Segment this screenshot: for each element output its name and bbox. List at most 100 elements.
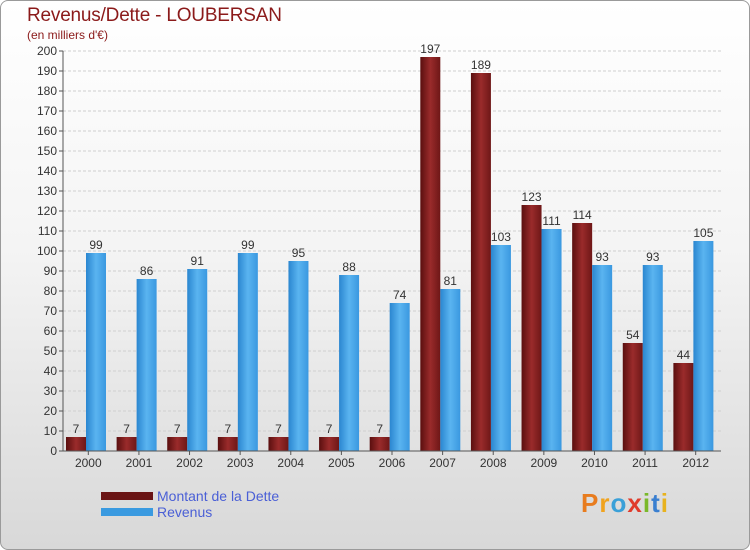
y-tick-label: 70 <box>44 304 58 318</box>
data-label-debt-2011: 54 <box>626 328 640 342</box>
data-label-revenus-2008: 103 <box>491 230 511 244</box>
data-label-debt-2000: 7 <box>73 422 80 436</box>
bar-debt-2010 <box>572 223 593 451</box>
data-label-revenus-2004: 95 <box>292 246 306 260</box>
x-tick-label: 2002 <box>176 456 203 470</box>
y-tick-label: 120 <box>37 204 57 218</box>
y-tick-label: 100 <box>37 244 57 258</box>
data-label-revenus-2007: 81 <box>444 274 458 288</box>
bar-revenus-2002 <box>187 269 208 451</box>
bar-debt-2002 <box>167 437 188 451</box>
bar-revenus-2012 <box>693 241 714 451</box>
logo-letter: o <box>610 488 628 518</box>
bar-revenus-2011 <box>642 265 663 451</box>
data-label-debt-2003: 7 <box>225 422 232 436</box>
y-tick-label: 140 <box>37 164 57 178</box>
bar-debt-2003 <box>217 437 238 451</box>
data-label-debt-2005: 7 <box>326 422 333 436</box>
y-tick-label: 150 <box>37 144 57 158</box>
x-tick-label: 2006 <box>379 456 406 470</box>
data-label-debt-2012: 44 <box>677 348 691 362</box>
bar-debt-2005 <box>319 437 340 451</box>
data-label-revenus-2001: 86 <box>140 264 154 278</box>
y-tick-label: 40 <box>44 364 58 378</box>
y-tick-label: 10 <box>44 424 58 438</box>
bar-revenus-2009 <box>541 229 562 451</box>
bar-revenus-2000 <box>86 253 106 451</box>
y-tick-label: 190 <box>37 64 57 78</box>
bar-revenus-2001 <box>136 279 157 451</box>
bar-revenus-2010 <box>592 265 613 451</box>
logo-letter: i <box>642 488 652 518</box>
bar-revenus-2006 <box>389 303 410 451</box>
data-label-debt-2004: 7 <box>275 422 282 436</box>
y-tick-label: 130 <box>37 184 57 198</box>
y-tick-label: 110 <box>38 224 57 238</box>
bar-debt-2009 <box>521 205 542 451</box>
data-label-debt-2001: 7 <box>123 422 130 436</box>
data-label-revenus-2010: 93 <box>595 250 609 264</box>
data-label-revenus-2009: 111 <box>542 214 561 228</box>
bar-debt-2011 <box>622 343 643 451</box>
y-tick-label: 30 <box>44 384 58 398</box>
y-tick-label: 180 <box>37 84 57 98</box>
x-tick-label: 2009 <box>530 456 557 470</box>
y-tick-label: 20 <box>44 404 58 418</box>
y-tick-label: 200 <box>37 44 57 58</box>
y-tick-label: 170 <box>37 104 57 118</box>
bar-debt-2000 <box>66 437 86 451</box>
data-label-revenus-2000: 99 <box>89 238 103 252</box>
bar-debt-2007 <box>420 57 441 451</box>
y-tick-label: 50 <box>44 344 58 358</box>
data-label-debt-2006: 7 <box>376 422 383 436</box>
data-label-debt-2007: 197 <box>420 42 440 56</box>
y-tick-label: 0 <box>50 444 57 458</box>
bar-debt-2008 <box>470 73 491 451</box>
bars-layer <box>66 57 714 451</box>
bar-debt-2001 <box>116 437 137 451</box>
bar-revenus-2005 <box>339 275 360 451</box>
logo-letter: P <box>581 488 600 518</box>
logo-letter: x <box>627 488 643 518</box>
data-label-revenus-2011: 93 <box>646 250 660 264</box>
legend-swatch-revenus <box>101 508 153 516</box>
bar-debt-2012 <box>673 363 694 451</box>
data-label-debt-2009: 123 <box>522 190 542 204</box>
logo-letter: r <box>599 488 611 518</box>
bar-revenus-2004 <box>288 261 309 451</box>
legend-swatch-debt <box>101 492 153 500</box>
chart-subtitle: (en milliers d'€) <box>27 28 108 42</box>
data-label-revenus-2012: 105 <box>693 226 713 240</box>
x-tick-label: 2004 <box>277 456 304 470</box>
y-tick-label: 90 <box>44 264 58 278</box>
y-tick-label: 160 <box>37 124 57 138</box>
data-label-revenus-2006: 74 <box>393 288 407 302</box>
x-tick-label: 2008 <box>480 456 507 470</box>
data-label-revenus-2003: 99 <box>241 238 255 252</box>
data-label-debt-2002: 7 <box>174 422 181 436</box>
x-tick-label: 2000 <box>75 456 102 470</box>
proxiti-logo: Proxiti <box>581 488 669 519</box>
bar-revenus-2008 <box>490 245 511 451</box>
data-label-debt-2008: 189 <box>471 58 491 72</box>
data-label-debt-2010: 114 <box>573 208 592 222</box>
logo-letter: i <box>660 488 669 518</box>
x-tick-label: 2007 <box>429 456 456 470</box>
x-tick-label: 2012 <box>682 456 709 470</box>
chart-title: Revenus/Dette - LOUBERSAN <box>27 5 282 26</box>
y-tick-label: 80 <box>44 284 58 298</box>
x-tick-label: 2003 <box>227 456 254 470</box>
legend-label-debt: Montant de la Dette <box>157 488 280 504</box>
x-tick-label: 2010 <box>581 456 608 470</box>
y-tick-label: 60 <box>44 324 58 338</box>
bar-revenus-2003 <box>237 253 258 451</box>
axis-layer: 0 10 20 30 40 50 60 70 80 90 100 110 120 130 140 150 160… <box>37 44 721 470</box>
bar-debt-2004 <box>268 437 289 451</box>
x-tick-label: 2001 <box>126 456 153 470</box>
bar-revenus-2007 <box>440 289 461 451</box>
bar-debt-2006 <box>369 437 390 451</box>
data-label-revenus-2002: 91 <box>191 254 205 268</box>
